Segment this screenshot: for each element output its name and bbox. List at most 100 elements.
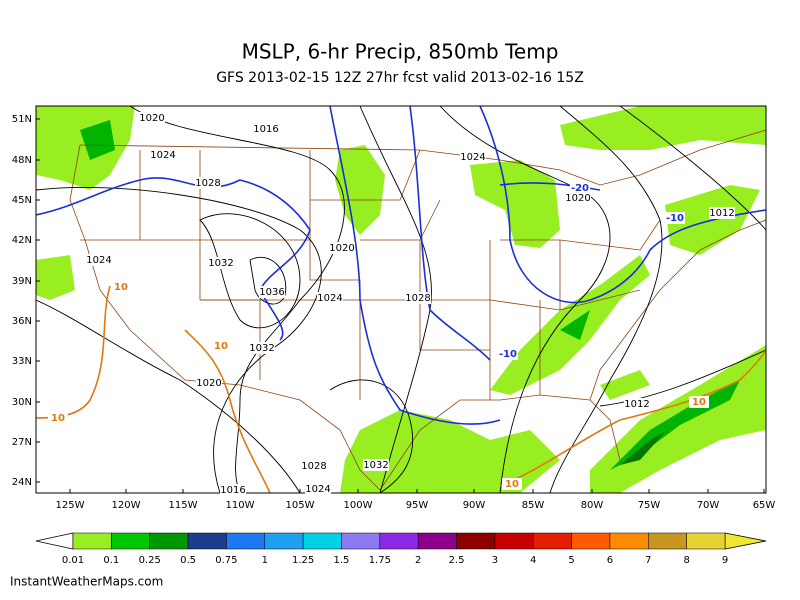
legend-label: 2.5 bbox=[449, 555, 465, 566]
lat-label: 51N bbox=[12, 114, 32, 125]
legend-label: 6 bbox=[607, 555, 613, 566]
lat-label: 48N bbox=[12, 155, 32, 166]
lon-label: 70W bbox=[697, 500, 720, 511]
isobar-label: 1024 bbox=[460, 152, 485, 163]
lon-label: 75W bbox=[638, 500, 661, 511]
isobar-label-bg bbox=[329, 242, 355, 254]
isobar-label-bg bbox=[624, 398, 650, 410]
isobar-label: 1020 bbox=[565, 193, 590, 204]
isobar-label-bg bbox=[139, 112, 165, 124]
lon-label: 110W bbox=[226, 500, 255, 511]
legend-swatch bbox=[571, 532, 611, 550]
lat-label: 30N bbox=[12, 397, 32, 408]
legend-swatch bbox=[111, 532, 150, 550]
legend-label: 1 bbox=[262, 555, 268, 566]
isobar-label: 1016 bbox=[220, 485, 245, 496]
temperature-label: 10 bbox=[692, 397, 706, 408]
isobar-label: 1032 bbox=[249, 343, 274, 354]
temperature-label: -10 bbox=[666, 213, 684, 224]
isobar-label-bg bbox=[150, 149, 176, 161]
map-area bbox=[35, 105, 767, 494]
isobar-label: 1024 bbox=[305, 484, 330, 495]
legend-swatch bbox=[149, 532, 189, 550]
lat-label: 45N bbox=[12, 195, 32, 206]
temperature-label-bg bbox=[689, 396, 709, 408]
legend-swatch bbox=[341, 532, 381, 550]
temperature-label-bg bbox=[665, 212, 685, 224]
temperature-label: 10 bbox=[505, 479, 519, 490]
isobar-label: 1028 bbox=[195, 178, 220, 189]
lon-label: 115W bbox=[169, 500, 198, 511]
isobar-label: 1020 bbox=[329, 243, 354, 254]
legend-label: 7 bbox=[645, 555, 651, 566]
footer: InstantWeatherMaps.com bbox=[10, 575, 163, 589]
legend-swatch bbox=[494, 532, 534, 550]
temperature-label: 10 bbox=[51, 413, 65, 424]
lon-label: 80W bbox=[581, 500, 604, 511]
isobar-label-bg bbox=[565, 192, 591, 204]
isobar-label-bg bbox=[405, 292, 431, 304]
temperature-label-bg bbox=[502, 478, 522, 490]
lon-label: 90W bbox=[463, 500, 486, 511]
isobar-label-bg bbox=[249, 342, 275, 354]
temperature-label: 10 bbox=[114, 282, 128, 293]
legend-swatch bbox=[532, 532, 572, 550]
legend-label: 1.5 bbox=[334, 555, 350, 566]
legend: 0.01 0.1 0.25 0.5 0.75 1 1.25 1.5 1.75 2 2.5 3 4 5 6 7 8… bbox=[35, 532, 767, 566]
isobar-label: 1012 bbox=[624, 399, 649, 410]
lon-label: 95W bbox=[406, 500, 429, 511]
lon-label: 105W bbox=[286, 500, 315, 511]
isobars bbox=[36, 106, 766, 493]
lat-label: 24N bbox=[12, 477, 32, 488]
isobar-label-bg bbox=[363, 459, 389, 471]
legend-label: 1.75 bbox=[369, 555, 391, 566]
legend-swatch bbox=[379, 532, 419, 550]
lon-label: 125W bbox=[56, 500, 85, 511]
isobar-label-bg bbox=[220, 484, 246, 496]
legend-swatch bbox=[686, 532, 726, 550]
legend-label: 0.75 bbox=[215, 555, 237, 566]
temperature-label-bg bbox=[570, 182, 590, 194]
isobar-label: 1028 bbox=[405, 293, 430, 304]
isobar-label: 1012 bbox=[709, 208, 734, 219]
isobar-label-bg bbox=[259, 286, 285, 298]
isobar-label: 1020 bbox=[196, 378, 221, 389]
legend-swatch bbox=[264, 532, 304, 550]
isobar-label-bg bbox=[196, 377, 222, 389]
lon-label: 65W bbox=[753, 500, 776, 511]
lat-label: 42N bbox=[12, 235, 32, 246]
isobar-label-bg bbox=[709, 207, 735, 219]
legend-label: 0.1 bbox=[103, 555, 119, 566]
temperature-label-bg bbox=[48, 412, 68, 424]
lon-label: 85W bbox=[522, 500, 545, 511]
isobar-label: 1024 bbox=[317, 293, 342, 304]
legend-label: 9 bbox=[722, 555, 728, 566]
isobar-label-bg bbox=[301, 460, 327, 472]
temperature-label-bg bbox=[498, 348, 518, 360]
lat-label: 39N bbox=[12, 276, 32, 287]
legend-swatch bbox=[187, 532, 227, 550]
isobar-label: 1028 bbox=[301, 461, 326, 472]
legend-swatch bbox=[302, 532, 342, 550]
lat-label: 33N bbox=[12, 356, 32, 367]
lat-label: 36N bbox=[12, 316, 32, 327]
isobar-label: 1036 bbox=[259, 287, 284, 298]
isobar-label-bg bbox=[460, 151, 486, 163]
isobar-label-bg bbox=[305, 483, 331, 495]
isobar-label: 1024 bbox=[150, 150, 175, 161]
temperature-label-bg bbox=[111, 281, 131, 293]
isobar-label: 1032 bbox=[208, 258, 233, 269]
legend-swatch bbox=[226, 532, 266, 550]
lon-label: 120W bbox=[112, 500, 141, 511]
isobar-label-bg bbox=[317, 292, 343, 304]
temperature-label: -20 bbox=[571, 183, 589, 194]
temperature-label-bg bbox=[211, 340, 231, 352]
isobar-label: 1032 bbox=[363, 460, 388, 471]
isobar-label-bg bbox=[253, 123, 279, 135]
isobar-label: 1024 bbox=[86, 255, 111, 266]
temperature-label: 10 bbox=[214, 341, 228, 352]
legend-label: 0.5 bbox=[180, 555, 196, 566]
legend-label: 0.01 bbox=[62, 555, 84, 566]
legend-label: 5 bbox=[568, 555, 574, 566]
